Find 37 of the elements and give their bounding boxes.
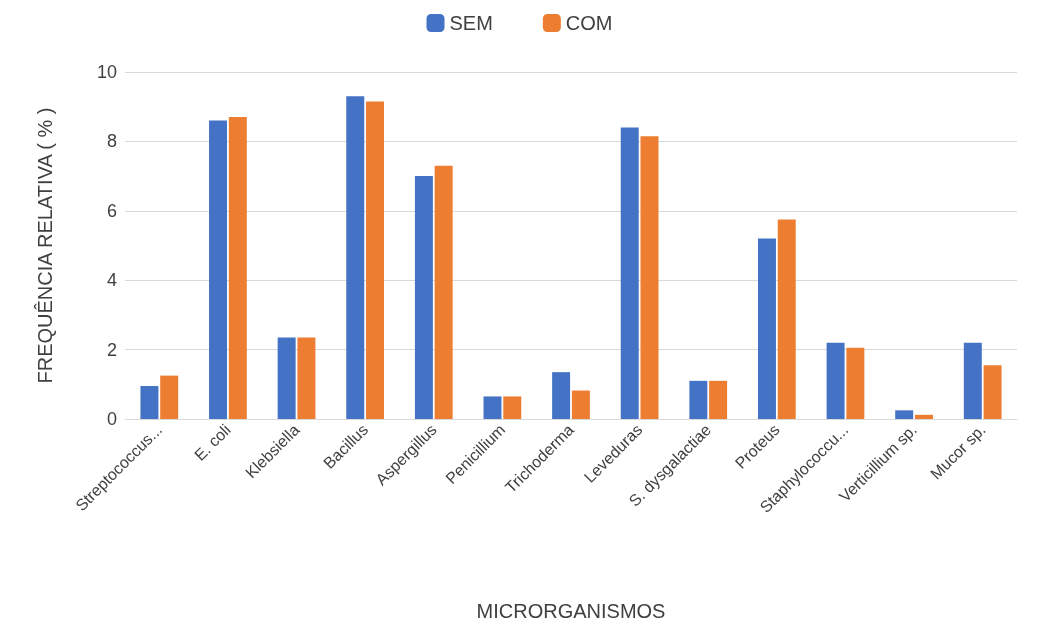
bar — [483, 396, 502, 419]
bar — [209, 120, 228, 419]
bar — [620, 127, 639, 419]
bar — [826, 342, 845, 419]
y-tick-label: 0 — [106, 409, 117, 429]
bar — [277, 337, 296, 419]
bar — [777, 219, 796, 419]
y-tick-label: 6 — [106, 200, 117, 221]
x-axis-title: MICRORGANISMOS — [476, 600, 666, 622]
legend-label: COM — [565, 12, 613, 34]
y-tick-label: 8 — [106, 131, 117, 152]
bar — [434, 165, 453, 419]
bar — [983, 365, 1002, 419]
bar — [914, 414, 933, 419]
bar — [963, 342, 982, 419]
bar — [160, 375, 179, 419]
x-tick-label: E. coli — [191, 420, 234, 464]
bar — [366, 101, 385, 419]
bar — [895, 410, 914, 419]
bar — [503, 396, 522, 419]
bar — [846, 347, 865, 419]
bar — [571, 390, 590, 419]
bar — [552, 372, 571, 419]
bar — [297, 337, 316, 419]
bar — [140, 386, 159, 419]
bar — [346, 96, 365, 419]
bar — [414, 176, 433, 419]
bar — [689, 380, 708, 419]
y-tick-label: 2 — [106, 339, 117, 360]
y-tick-label: 4 — [106, 270, 117, 291]
bar — [757, 238, 776, 419]
bar — [709, 380, 728, 419]
y-axis-title: FREQUÊNCIA RELATIVA ( % ) — [34, 107, 56, 384]
y-tick-label: 10 — [96, 62, 117, 82]
bar — [228, 117, 247, 419]
bar — [640, 136, 659, 419]
legend-label: SEM — [449, 12, 493, 34]
